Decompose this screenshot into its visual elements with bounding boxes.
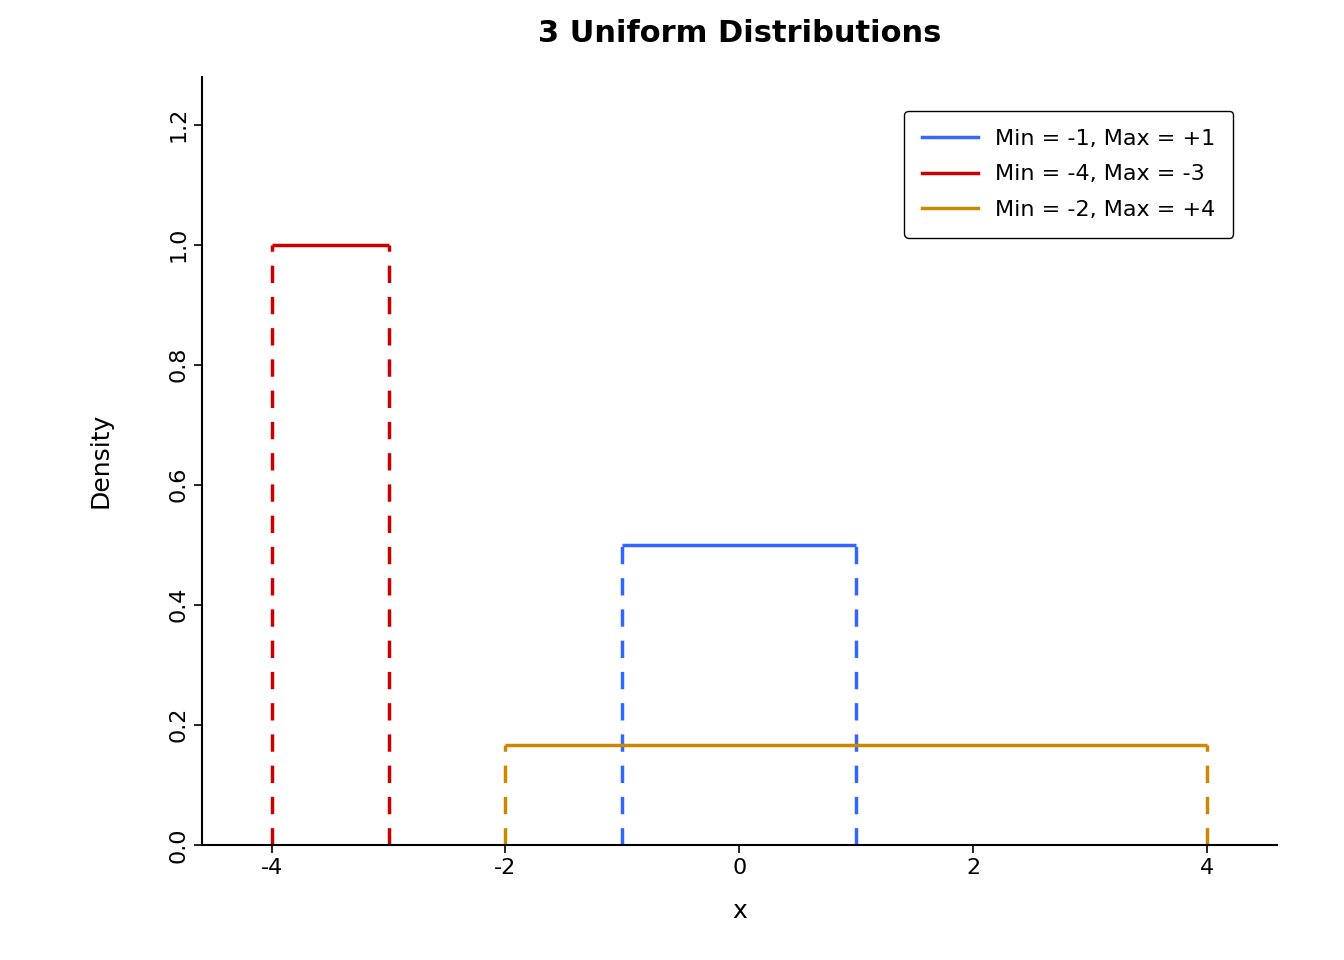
Min = -2, Max = +4	[1199, 739, 1215, 751]
Min = -1, Max = +1	[614, 540, 630, 551]
Legend: Min = -1, Max = +1, Min = -4, Max = -3, Min = -2, Max = +4: Min = -1, Max = +1, Min = -4, Max = -3, …	[905, 111, 1234, 238]
Y-axis label: Density: Density	[89, 413, 113, 509]
Min = -1, Max = +1	[848, 540, 864, 551]
Title: 3 Uniform Distributions: 3 Uniform Distributions	[538, 19, 941, 48]
Min = -4, Max = -3	[380, 239, 396, 251]
Min = -4, Max = -3	[263, 239, 280, 251]
Min = -2, Max = +4	[497, 739, 513, 751]
X-axis label: x: x	[732, 899, 746, 923]
